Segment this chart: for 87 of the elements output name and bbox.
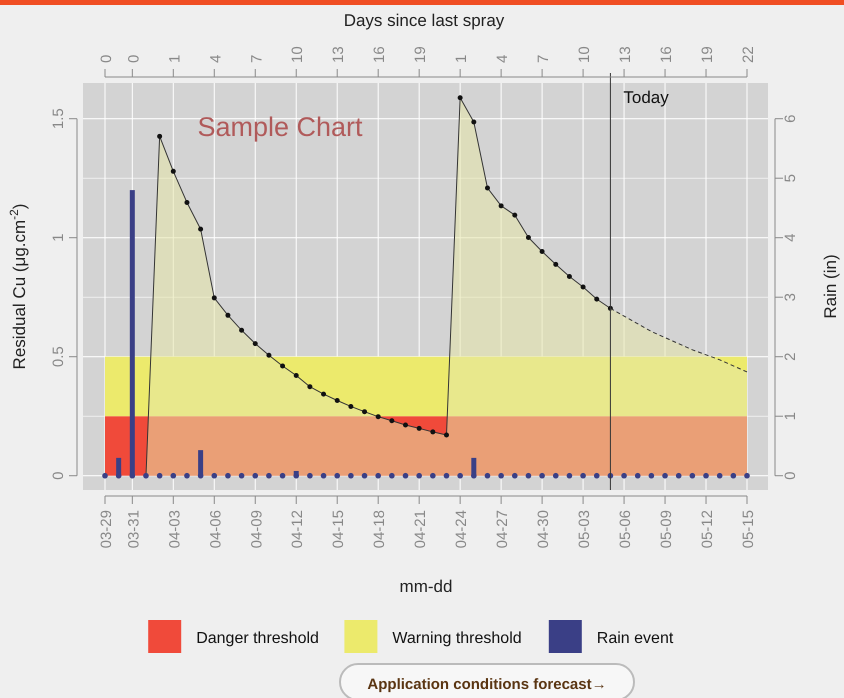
y2-tick-label: 3: [782, 293, 799, 302]
y2-tick-label: 6: [782, 114, 799, 123]
point: [484, 185, 490, 190]
x2-tick-label: 13: [617, 46, 634, 63]
x-tick-label: 03-29: [98, 510, 115, 548]
y-tick-label: 1: [50, 234, 67, 242]
point: [252, 341, 258, 346]
y-tick-label: 1.5: [50, 108, 67, 130]
point: [334, 398, 340, 404]
point: [348, 404, 354, 409]
x2-tick-label: 0: [125, 54, 142, 63]
text: Application conditions forecast→: [367, 676, 607, 693]
point: [389, 418, 394, 424]
point: [526, 234, 531, 240]
point: [498, 203, 504, 208]
point: [566, 274, 572, 280]
point: [212, 295, 217, 300]
x2-tick-label: 0: [98, 54, 115, 63]
x2-tick-label: 7: [248, 54, 266, 63]
point: [553, 262, 558, 267]
x-tick-label: 05-12: [699, 510, 716, 548]
x-tick-label: 04-30: [535, 510, 552, 548]
x-tick-label: 04-15: [330, 510, 348, 548]
x2-tick-label: 22: [740, 46, 757, 63]
point: [198, 226, 204, 232]
point: [471, 120, 476, 125]
x-tick-label: 04-18: [371, 510, 388, 548]
y2-tick-label: 4: [782, 234, 799, 242]
point: [321, 392, 326, 397]
y2-tick-label: 0: [782, 472, 799, 480]
y2-axis-title: Rain (in): [821, 254, 840, 319]
x-tick-label: 04-03: [166, 510, 184, 548]
point: [512, 212, 518, 218]
point: [594, 296, 600, 302]
x-tick-label: 04-21: [412, 510, 430, 548]
text: Sample Chart: [197, 112, 364, 142]
point: [157, 134, 162, 139]
point: [444, 432, 449, 438]
x-tick-label: 05-06: [617, 510, 634, 548]
point: [170, 168, 176, 174]
point: [239, 328, 244, 333]
x-tick-label: 05-03: [576, 510, 594, 548]
x-tick-label: 05-15: [740, 510, 757, 548]
x-tick-label: 04-27: [494, 510, 512, 548]
x2-tick-label: 19: [699, 46, 716, 63]
point: [307, 384, 312, 390]
point: [266, 352, 272, 358]
point: [430, 429, 436, 434]
point: [362, 409, 368, 414]
x2-tick-label: 19: [412, 46, 430, 63]
point: [294, 373, 299, 378]
legend-label: Danger threshold: [196, 630, 319, 647]
y-tick-label: 0.5: [50, 346, 67, 368]
x2-tick-label: 4: [494, 54, 512, 63]
x2-tick-label: 10: [289, 46, 306, 63]
legend-label: Rain event: [596, 630, 674, 647]
x-tick-label: 03-31: [125, 510, 142, 548]
x-tick-label: 04-24: [453, 510, 470, 548]
y2-tick-label: 1: [782, 412, 799, 420]
x-tick-label: 05-09: [658, 510, 676, 548]
x2-tick-label: 1: [166, 54, 184, 63]
ref-line-label: Today: [623, 88, 670, 107]
x2-tick-label: 16: [371, 46, 388, 63]
point: [184, 200, 190, 205]
point: [458, 95, 463, 100]
y2-tick-label: 2: [782, 352, 799, 361]
point: [580, 284, 586, 290]
point: [280, 363, 286, 368]
point: [540, 249, 545, 254]
x-axis-title: mm-dd: [400, 577, 452, 596]
x2-axis-title: Days since last spray: [344, 11, 505, 30]
y2-tick-label: 5: [782, 174, 799, 182]
point: [403, 422, 408, 428]
x-tick-label: 04-12: [289, 510, 306, 548]
x2-tick-label: 10: [576, 46, 594, 63]
x2-tick-label: 16: [658, 46, 676, 63]
point: [376, 414, 381, 420]
x-tick-label: 04-09: [248, 510, 266, 548]
x-tick-label: 04-06: [207, 510, 224, 548]
x2-tick-label: 4: [207, 54, 224, 63]
point: [416, 426, 422, 431]
y-tick-label: 0: [50, 472, 67, 480]
x2-tick-label: 7: [535, 54, 552, 63]
x2-tick-label: 13: [330, 46, 348, 63]
legend-label: Warning threshold: [392, 630, 522, 647]
x2-tick-label: 1: [453, 54, 470, 63]
point: [225, 312, 230, 318]
